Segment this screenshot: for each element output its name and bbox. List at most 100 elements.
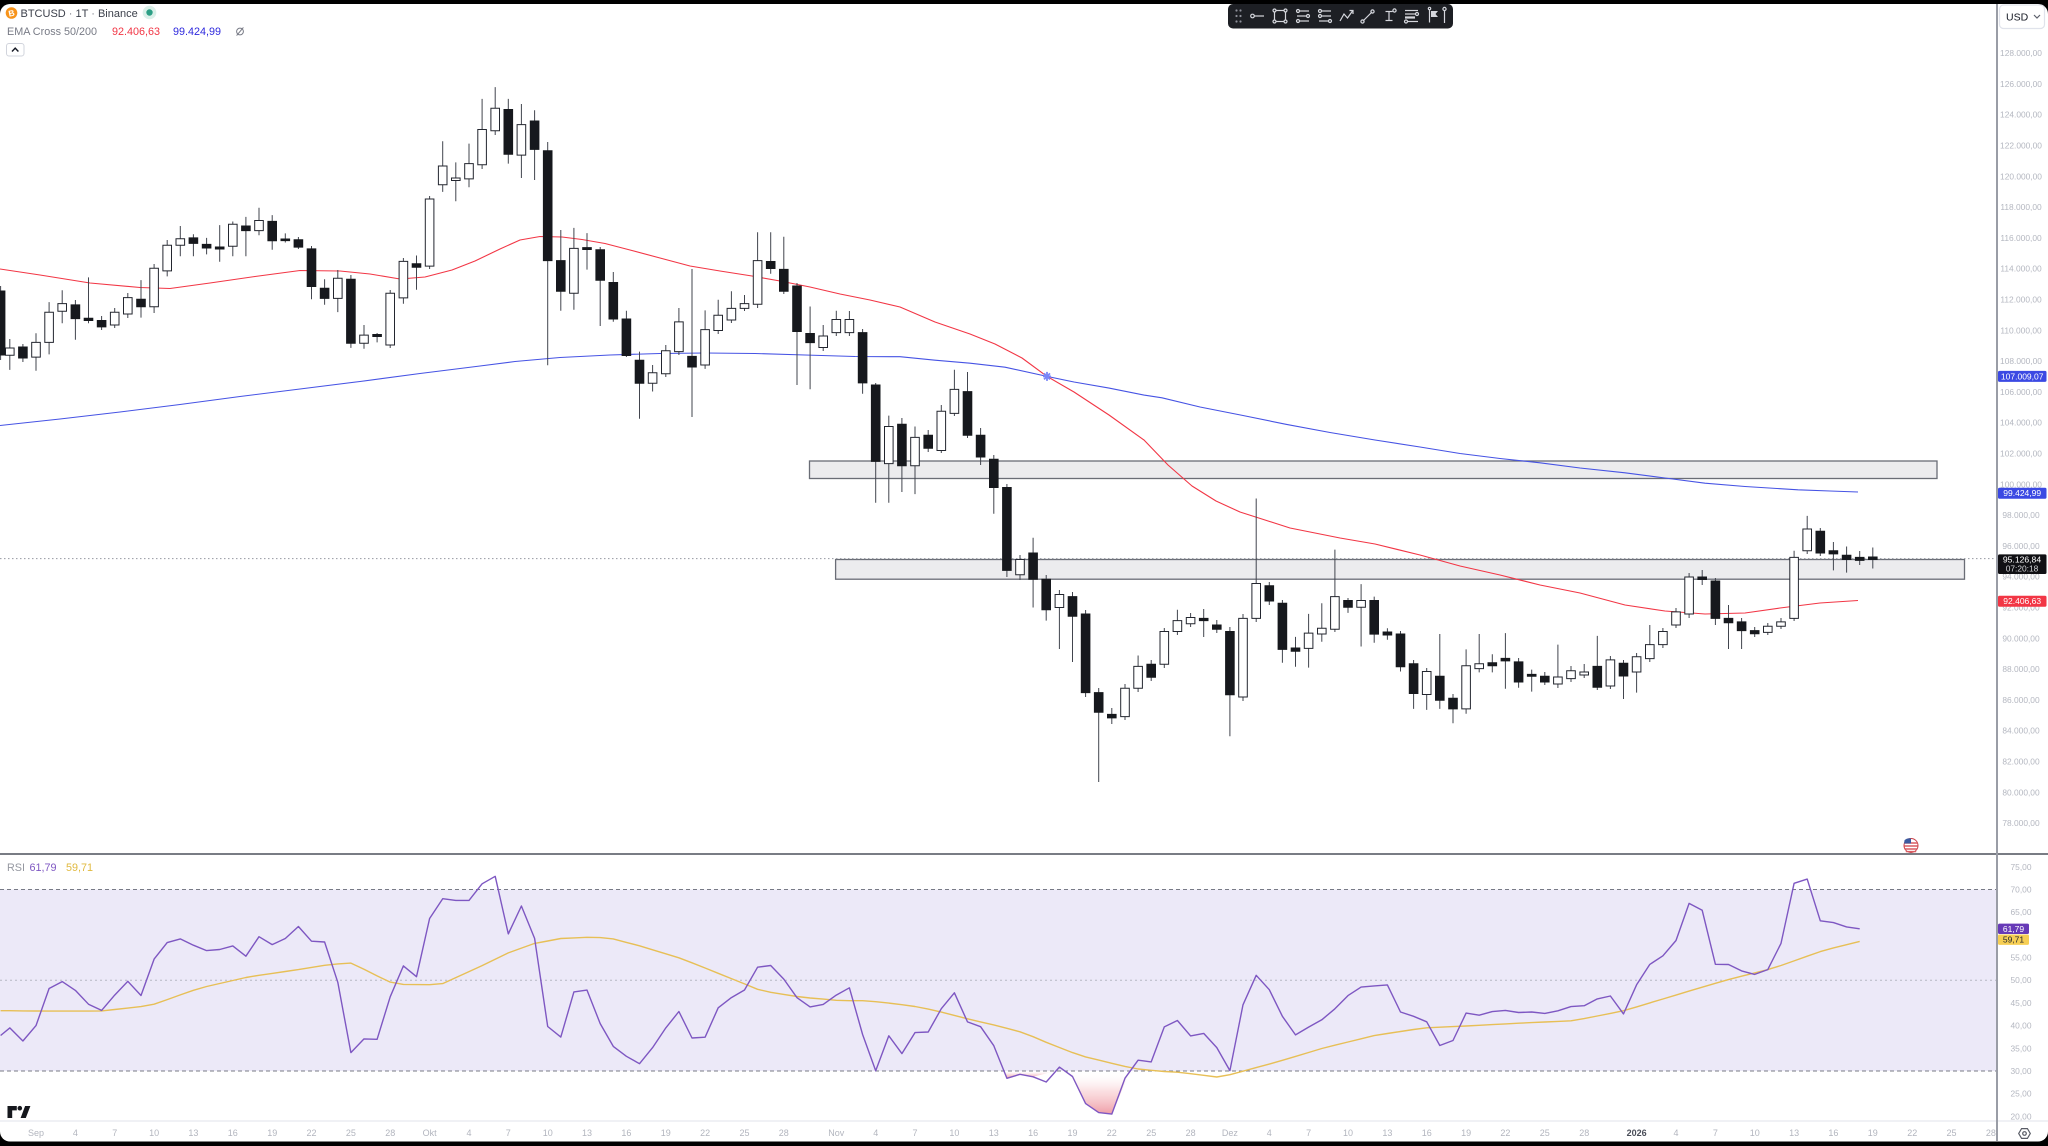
svg-text:Nov: Nov bbox=[828, 1128, 845, 1138]
svg-text:96.000,00: 96.000,00 bbox=[2002, 541, 2040, 551]
svg-text:16: 16 bbox=[1828, 1128, 1838, 1138]
svg-text:10: 10 bbox=[1343, 1128, 1353, 1138]
svg-text:98.000,00: 98.000,00 bbox=[2002, 510, 2040, 520]
svg-text:110.000,00: 110.000,00 bbox=[2000, 325, 2042, 335]
svg-text:65,00: 65,00 bbox=[2011, 907, 2032, 917]
svg-text:4: 4 bbox=[466, 1128, 471, 1138]
svg-text:116.000,00: 116.000,00 bbox=[2000, 233, 2042, 243]
svg-text:19: 19 bbox=[267, 1128, 277, 1138]
svg-text:22: 22 bbox=[1907, 1128, 1917, 1138]
svg-text:22: 22 bbox=[700, 1128, 710, 1138]
svg-text:16: 16 bbox=[621, 1128, 631, 1138]
svg-text:25: 25 bbox=[1540, 1128, 1550, 1138]
svg-text:90.000,00: 90.000,00 bbox=[2002, 633, 2040, 643]
svg-text:7: 7 bbox=[506, 1128, 511, 1138]
svg-text:19: 19 bbox=[1461, 1128, 1471, 1138]
svg-text:22: 22 bbox=[1107, 1128, 1117, 1138]
svg-text:13: 13 bbox=[188, 1128, 198, 1138]
svg-text:22: 22 bbox=[1500, 1128, 1510, 1138]
svg-text:61,79: 61,79 bbox=[30, 862, 57, 874]
svg-text:25: 25 bbox=[346, 1128, 356, 1138]
svg-text:120.000,00: 120.000,00 bbox=[2000, 171, 2042, 181]
svg-text:25: 25 bbox=[1946, 1128, 1956, 1138]
svg-text:19: 19 bbox=[1868, 1128, 1878, 1138]
svg-text:20,00: 20,00 bbox=[2011, 1111, 2032, 1121]
svg-text:16: 16 bbox=[1422, 1128, 1432, 1138]
svg-text:Dez: Dez bbox=[1222, 1128, 1239, 1138]
svg-text:25,00: 25,00 bbox=[2011, 1089, 2032, 1099]
svg-text:102.000,00: 102.000,00 bbox=[2000, 449, 2042, 459]
svg-text:13: 13 bbox=[989, 1128, 999, 1138]
svg-text:22: 22 bbox=[306, 1128, 316, 1138]
svg-text:USD: USD bbox=[2006, 12, 2029, 24]
svg-text:92.406,63: 92.406,63 bbox=[112, 26, 160, 38]
svg-text:10: 10 bbox=[949, 1128, 959, 1138]
svg-text:7: 7 bbox=[1306, 1128, 1311, 1138]
svg-text:40,00: 40,00 bbox=[2011, 1021, 2032, 1031]
svg-text:92.000,00: 92.000,00 bbox=[2002, 603, 2040, 613]
svg-text:104.000,00: 104.000,00 bbox=[2000, 418, 2042, 428]
svg-text:118.000,00: 118.000,00 bbox=[2000, 202, 2042, 212]
svg-text:28: 28 bbox=[385, 1128, 395, 1138]
svg-text:25: 25 bbox=[1146, 1128, 1156, 1138]
svg-text:82.000,00: 82.000,00 bbox=[2002, 757, 2040, 767]
svg-text:28: 28 bbox=[1986, 1128, 1996, 1138]
svg-text:59,71: 59,71 bbox=[66, 862, 93, 874]
svg-text:78.000,00: 78.000,00 bbox=[2002, 818, 2040, 828]
svg-text:95.126,84: 95.126,84 bbox=[2003, 554, 2041, 564]
svg-text:BTCUSD · 1T · Binance: BTCUSD · 1T · Binance bbox=[21, 8, 138, 20]
svg-text:128.000,00: 128.000,00 bbox=[2000, 48, 2042, 58]
svg-text:86.000,00: 86.000,00 bbox=[2002, 695, 2040, 705]
svg-text:28: 28 bbox=[1579, 1128, 1589, 1138]
svg-text:4: 4 bbox=[73, 1128, 78, 1138]
svg-text:92.406,63: 92.406,63 bbox=[2003, 596, 2041, 606]
svg-text:107.009,07: 107.009,07 bbox=[2001, 371, 2044, 381]
svg-text:114.000,00: 114.000,00 bbox=[2000, 264, 2042, 274]
svg-text:88.000,00: 88.000,00 bbox=[2002, 664, 2040, 674]
svg-text:30,00: 30,00 bbox=[2011, 1066, 2032, 1076]
svg-text:4: 4 bbox=[1673, 1128, 1678, 1138]
svg-text:10: 10 bbox=[1750, 1128, 1760, 1138]
svg-text:7: 7 bbox=[1713, 1128, 1718, 1138]
svg-text:100.000,00: 100.000,00 bbox=[2000, 479, 2042, 489]
svg-text:28: 28 bbox=[779, 1128, 789, 1138]
svg-text:2026: 2026 bbox=[1627, 1128, 1647, 1138]
svg-text:61,79: 61,79 bbox=[2003, 924, 2025, 934]
svg-text:28: 28 bbox=[1186, 1128, 1196, 1138]
svg-text:Sep: Sep bbox=[28, 1128, 44, 1138]
svg-text:59,71: 59,71 bbox=[2003, 935, 2025, 945]
svg-text:13: 13 bbox=[582, 1128, 592, 1138]
svg-text:10: 10 bbox=[543, 1128, 553, 1138]
svg-text:50,00: 50,00 bbox=[2011, 975, 2032, 985]
svg-text:EMA Cross 50/200: EMA Cross 50/200 bbox=[7, 26, 97, 38]
svg-text:13: 13 bbox=[1382, 1128, 1392, 1138]
svg-text:B: B bbox=[7, 8, 15, 19]
svg-text:35,00: 35,00 bbox=[2011, 1043, 2032, 1053]
svg-text:13: 13 bbox=[1789, 1128, 1799, 1138]
svg-text:25: 25 bbox=[739, 1128, 749, 1138]
svg-text:16: 16 bbox=[228, 1128, 238, 1138]
svg-text:19: 19 bbox=[661, 1128, 671, 1138]
svg-text:4: 4 bbox=[873, 1128, 878, 1138]
svg-text:45,00: 45,00 bbox=[2011, 998, 2032, 1008]
svg-text:99.424,99: 99.424,99 bbox=[2003, 488, 2041, 498]
svg-text:84.000,00: 84.000,00 bbox=[2002, 726, 2040, 736]
svg-text:55,00: 55,00 bbox=[2011, 953, 2032, 963]
svg-text:124.000,00: 124.000,00 bbox=[2000, 110, 2042, 120]
svg-text:10: 10 bbox=[149, 1128, 159, 1138]
svg-text:RSI: RSI bbox=[7, 862, 25, 874]
svg-text:80.000,00: 80.000,00 bbox=[2002, 787, 2040, 797]
svg-text:7: 7 bbox=[912, 1128, 917, 1138]
svg-text:75,00: 75,00 bbox=[2011, 862, 2032, 872]
svg-text:99.424,99: 99.424,99 bbox=[173, 26, 221, 38]
svg-text:106.000,00: 106.000,00 bbox=[2000, 387, 2042, 397]
svg-text:19: 19 bbox=[1067, 1128, 1077, 1138]
svg-text:7: 7 bbox=[112, 1128, 117, 1138]
svg-text:108.000,00: 108.000,00 bbox=[2000, 356, 2042, 366]
svg-text:4: 4 bbox=[1267, 1128, 1272, 1138]
svg-text:70,00: 70,00 bbox=[2011, 885, 2032, 895]
svg-text:07:20:18: 07:20:18 bbox=[2006, 563, 2039, 573]
svg-text:16: 16 bbox=[1028, 1128, 1038, 1138]
svg-text:Okt: Okt bbox=[423, 1128, 438, 1138]
svg-text:112.000,00: 112.000,00 bbox=[2000, 295, 2042, 305]
